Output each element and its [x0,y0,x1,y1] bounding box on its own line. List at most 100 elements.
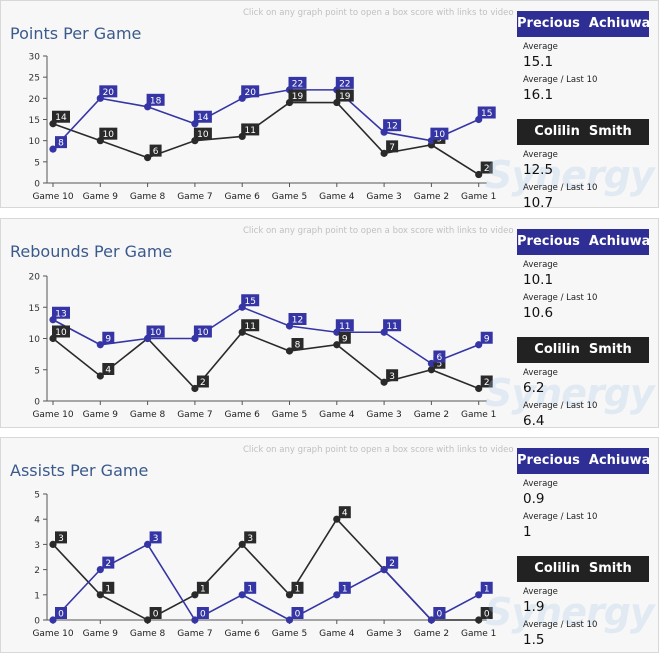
data-label: 7 [389,143,395,153]
points-panel: Click on any graph point to open a box s… [0,0,659,211]
average-label: Average [523,368,558,378]
data-point [475,384,483,393]
data-label-bg [149,144,162,157]
data-label-bg [196,375,209,388]
data-label: 9 [484,334,490,344]
data-label: 1 [247,584,253,594]
player-stats-sidebar: Precious Achiuwa Average 10.1 Average / … [517,229,650,429]
average-value: 12.5 [523,162,554,178]
data-label: 19 [339,92,351,102]
x-tick-label: Game 3 [366,410,401,420]
data-label-bg [196,581,209,594]
data-label: 3 [247,534,253,544]
data-label-bg [480,161,493,174]
x-tick-label: Game 8 [130,192,166,202]
data-label-bg [149,607,162,619]
x-tick-label: Game 8 [130,629,166,639]
y-tick-label: 15 [29,116,40,126]
data-label: 3 [153,534,159,544]
data-label-bg [196,607,209,619]
x-tick-label: Game 2 [414,629,449,639]
data-point [333,341,341,349]
x-tick-label: Game 9 [83,629,119,639]
player-stats-sidebar: Precious Achiuwa Average 0.9 Average / L… [517,448,650,648]
data-point [96,341,104,349]
data-label-bg [241,85,260,98]
data-label-bg [149,531,162,544]
data-label: 12 [386,122,397,132]
average-value: 10.1 [523,272,554,288]
data-point [191,616,199,624]
data-label: 18 [150,96,162,106]
data-label: 1 [342,584,348,594]
series-line [52,517,479,621]
average-value: 0.9 [523,491,545,507]
x-tick-label: Game 4 [319,410,355,420]
data-label-bg [146,93,165,106]
x-tick-label: Game 10 [32,410,73,420]
series-line [52,306,479,365]
rebounds-chart[interactable]: 0 5 10 15 20 Game 10 Game 9 Game 8 Game 7 Game 6 G… [1,219,501,429]
data-label-bg [193,325,212,338]
hint-text: Click on any graph point to open a box s… [243,8,514,18]
watermark-logo: Synergy [485,371,655,415]
data-label-bg [52,325,70,338]
data-label: 1 [484,584,490,594]
data-label-bg [241,123,260,136]
data-label-bg [335,76,354,89]
x-tick-label: Game 7 [177,192,212,202]
data-label-bg [193,110,212,123]
average-value: 15.1 [523,54,554,70]
data-label-bg [55,607,67,619]
y-tick-label: 0 [34,398,40,408]
data-label: 10 [434,130,446,140]
y-tick-label: 0 [34,180,40,190]
average-last10-label: Average / Last 10 [523,512,598,522]
data-label: 10 [150,328,162,338]
data-label-bg [102,556,115,569]
data-label-bg [383,119,402,132]
data-point [238,540,246,548]
chart-title: Points Per Game [10,24,142,43]
data-label: 0 [200,610,206,620]
x-tick-label: Game 3 [366,192,401,202]
player-name-badge: Colilin Smith [517,119,649,145]
data-point [49,616,57,624]
data-label-bg [386,369,399,382]
points-chart[interactable]: 0 5 10 15 20 25 30 Game 10 Game 9 Game 8 Game 7 Gam… [1,1,501,209]
data-point [96,372,104,380]
data-label: 0 [295,610,301,620]
data-label: 8 [295,341,301,351]
data-label: 9 [105,334,111,344]
x-tick-label: Game 5 [272,192,307,202]
y-tick-label: 10 [29,137,41,147]
x-tick-label: Game 6 [225,192,261,202]
y-tick-label: 5 [34,366,40,376]
data-label-bg [433,607,446,619]
chart-title: Assists Per Game [10,461,149,480]
x-tick-label: Game 2 [414,192,449,202]
data-point [475,591,483,599]
average-value: 6.2 [523,380,545,396]
series-line [52,543,480,622]
data-label-bg [386,556,399,569]
watermark-logo: Synergy [485,590,655,634]
y-tick-label: 25 [29,74,40,84]
data-point [49,145,57,153]
y-tick-label: 5 [34,491,40,501]
average-label: Average [523,260,558,270]
series-line [52,101,480,176]
x-tick-label: Game 8 [130,410,166,420]
data-point [49,540,57,548]
data-point [285,347,294,355]
data-label-bg [480,331,493,344]
average-last10-value: 16.1 [523,87,554,103]
x-tick-label: Game 3 [366,629,401,639]
data-label-bg [146,325,165,338]
data-label-bg [193,127,212,140]
x-tick-label: Game 4 [319,192,355,202]
average-last10-label: Average / Last 10 [523,293,598,303]
data-point [380,378,388,386]
x-tick-label: Game 1 [461,629,496,639]
